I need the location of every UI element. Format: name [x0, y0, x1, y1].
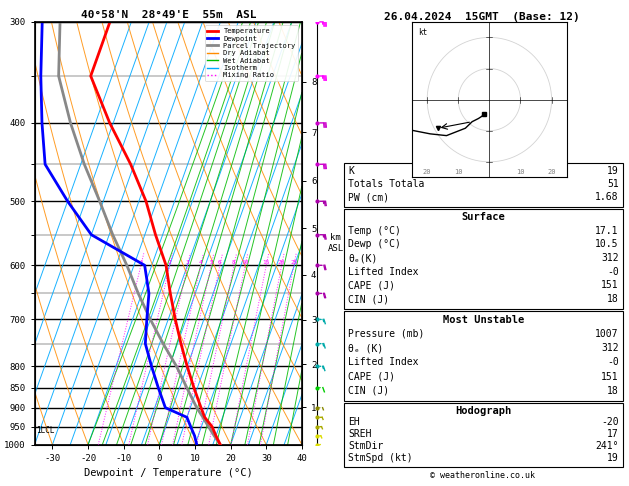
Text: 5: 5: [209, 260, 213, 265]
Text: 20: 20: [547, 169, 556, 175]
Text: θₑ(K): θₑ(K): [348, 253, 378, 263]
Text: 1007: 1007: [595, 329, 619, 339]
Text: 18: 18: [607, 386, 619, 396]
Text: kt: kt: [418, 28, 427, 37]
Text: 241°: 241°: [595, 441, 619, 451]
Text: Most Unstable: Most Unstable: [443, 314, 524, 325]
Text: 10: 10: [516, 169, 525, 175]
Text: -20: -20: [601, 417, 619, 428]
Text: 10: 10: [242, 260, 249, 265]
Text: Hodograph: Hodograph: [455, 405, 512, 416]
Text: 20: 20: [278, 260, 286, 265]
Legend: Temperature, Dewpoint, Parcel Trajectory, Dry Adiabat, Wet Adiabat, Isotherm, Mi: Temperature, Dewpoint, Parcel Trajectory…: [204, 25, 298, 81]
Text: 15: 15: [262, 260, 270, 265]
Text: CAPE (J): CAPE (J): [348, 280, 396, 291]
Text: -0: -0: [607, 267, 619, 277]
Text: © weatheronline.co.uk: © weatheronline.co.uk: [430, 471, 535, 480]
Text: Lifted Index: Lifted Index: [348, 267, 419, 277]
Text: SREH: SREH: [348, 429, 372, 439]
Text: -0: -0: [607, 357, 619, 367]
Text: 19: 19: [607, 166, 619, 176]
Text: Dewp (°C): Dewp (°C): [348, 240, 401, 249]
Bar: [344, 403, 623, 467]
Text: 4: 4: [199, 260, 203, 265]
Text: 8: 8: [232, 260, 236, 265]
Text: StmSpd (kt): StmSpd (kt): [348, 453, 413, 463]
Text: Pressure (mb): Pressure (mb): [348, 329, 425, 339]
Bar: [344, 209, 623, 309]
Text: CIN (J): CIN (J): [348, 294, 389, 304]
Text: CIN (J): CIN (J): [348, 386, 389, 396]
X-axis label: Dewpoint / Temperature (°C): Dewpoint / Temperature (°C): [84, 469, 253, 478]
Text: 17: 17: [607, 429, 619, 439]
Text: PW (cm): PW (cm): [348, 192, 389, 202]
Text: Lifted Index: Lifted Index: [348, 357, 419, 367]
Bar: [344, 163, 623, 207]
Text: 25: 25: [290, 260, 298, 265]
Text: 10.5: 10.5: [595, 240, 619, 249]
Text: 2: 2: [168, 260, 172, 265]
Text: EH: EH: [348, 417, 360, 428]
Text: 17.1: 17.1: [595, 226, 619, 236]
Text: 151: 151: [601, 280, 619, 291]
Text: 19: 19: [607, 453, 619, 463]
Text: 312: 312: [601, 343, 619, 353]
Text: 1: 1: [139, 260, 143, 265]
Text: θₑ (K): θₑ (K): [348, 343, 384, 353]
Text: 151: 151: [601, 372, 619, 382]
Text: 1LCL: 1LCL: [36, 426, 54, 435]
Text: 20: 20: [423, 169, 431, 175]
Text: 10: 10: [454, 169, 462, 175]
Text: 6: 6: [218, 260, 221, 265]
Text: 51: 51: [607, 179, 619, 189]
Text: CAPE (J): CAPE (J): [348, 372, 396, 382]
Text: 1.68: 1.68: [595, 192, 619, 202]
Text: 26.04.2024  15GMT  (Base: 12): 26.04.2024 15GMT (Base: 12): [384, 12, 580, 22]
Title: 40°58'N  28°49'E  55m  ASL: 40°58'N 28°49'E 55m ASL: [81, 10, 256, 20]
Text: Totals Totala: Totals Totala: [348, 179, 425, 189]
Text: 312: 312: [601, 253, 619, 263]
Text: K: K: [348, 166, 354, 176]
Bar: [344, 311, 623, 401]
Text: Temp (°C): Temp (°C): [348, 226, 401, 236]
Text: 18: 18: [607, 294, 619, 304]
Text: Surface: Surface: [462, 212, 506, 222]
Text: StmDir: StmDir: [348, 441, 384, 451]
Y-axis label: km
ASL: km ASL: [328, 233, 344, 253]
Text: 3: 3: [186, 260, 189, 265]
